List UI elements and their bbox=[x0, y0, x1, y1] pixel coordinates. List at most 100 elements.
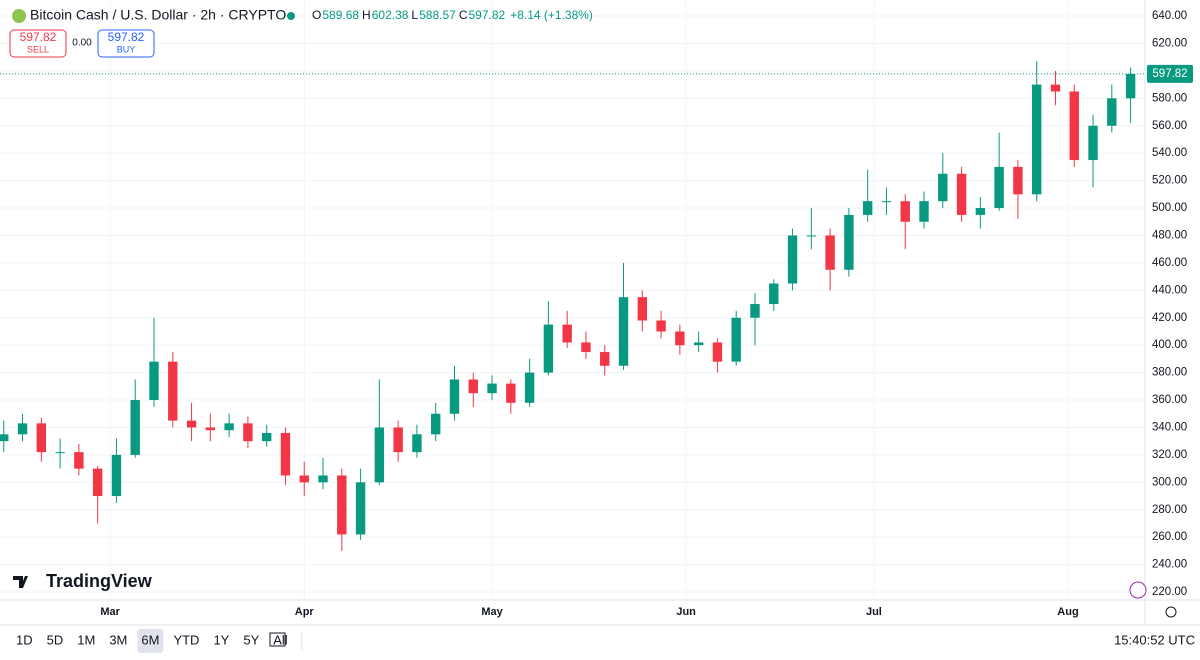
candle-body bbox=[1013, 166, 1023, 195]
candle-body bbox=[506, 383, 516, 403]
candle-body bbox=[975, 208, 986, 215]
candle-body bbox=[994, 166, 1004, 209]
range-button[interactable]: 1D bbox=[16, 632, 33, 647]
status-dot bbox=[287, 12, 295, 20]
candle-body bbox=[956, 173, 967, 215]
y-tick-label: 440.00 bbox=[1152, 284, 1187, 296]
buy-button[interactable] bbox=[97, 29, 155, 58]
last-price-tag bbox=[1147, 64, 1193, 83]
range-button[interactable]: All bbox=[273, 632, 288, 647]
candle-body bbox=[581, 342, 591, 353]
candle-body bbox=[938, 173, 948, 202]
range-button[interactable]: 5Y bbox=[243, 632, 259, 647]
lightning-button[interactable] bbox=[1129, 581, 1147, 599]
y-tick-label: 460.00 bbox=[1152, 257, 1187, 269]
candle-body bbox=[92, 468, 103, 497]
candle-body bbox=[844, 214, 854, 270]
range-button[interactable]: YTD bbox=[173, 632, 199, 647]
sell-label[interactable]: SELL bbox=[27, 44, 49, 54]
y-tick-label: 520.00 bbox=[1152, 175, 1187, 187]
candle-body bbox=[919, 201, 929, 222]
candle-body bbox=[769, 283, 779, 305]
brand: TradingView bbox=[46, 571, 153, 591]
candle-body bbox=[318, 475, 328, 483]
buy-price[interactable]: 597.82 bbox=[108, 30, 145, 44]
candle-body bbox=[374, 427, 385, 483]
candle-body bbox=[1032, 84, 1042, 195]
y-tick-label: 380.00 bbox=[1152, 367, 1187, 379]
candle-body bbox=[1088, 125, 1098, 161]
candle-body bbox=[224, 423, 234, 431]
y-tick-label: 360.00 bbox=[1152, 394, 1187, 406]
candle-body bbox=[637, 297, 647, 321]
ohlc-key: H bbox=[362, 8, 371, 22]
candle-body bbox=[1107, 98, 1117, 126]
ohlc: O 589.68 H 602.38 L 588.57 C 597.82 +8.14 (+1.38… bbox=[312, 8, 593, 22]
x-tick-label: Jul bbox=[866, 606, 882, 618]
y-tick-label: 560.00 bbox=[1152, 120, 1187, 132]
candle-body bbox=[562, 324, 572, 343]
candle-body bbox=[299, 475, 309, 483]
ohlc-key: L bbox=[411, 8, 418, 22]
y-tick-label: 500.00 bbox=[1152, 202, 1187, 214]
ohlc-value: 588.57 bbox=[419, 8, 456, 22]
range-button[interactable]: 6M bbox=[141, 632, 159, 647]
candle-body bbox=[750, 304, 760, 318]
range-button[interactable]: 1M bbox=[77, 632, 95, 647]
candle-body bbox=[280, 432, 291, 476]
y-tick-label: 540.00 bbox=[1152, 147, 1187, 159]
y-tick-label: 480.00 bbox=[1152, 230, 1187, 242]
spread: 0.00 bbox=[72, 38, 92, 49]
sell-price[interactable]: 597.82 bbox=[20, 30, 57, 44]
candle-body bbox=[130, 400, 140, 455]
toolbar: 15:40:52 UTC 1D 5D 1M 3M 6M YTD 1Y 5Y All bbox=[16, 629, 1195, 653]
ohlc-value: 597.82 bbox=[468, 8, 505, 22]
candle-body bbox=[1069, 91, 1079, 161]
candle-body bbox=[524, 372, 535, 403]
candle-body bbox=[693, 342, 704, 346]
grid bbox=[0, 0, 1145, 600]
y-tick-label: 300.00 bbox=[1152, 476, 1187, 488]
candle-body bbox=[74, 452, 84, 469]
range-button[interactable]: 1Y bbox=[213, 632, 229, 647]
candle-body bbox=[0, 434, 9, 442]
candle-body bbox=[168, 361, 178, 421]
y-tick-label: 240.00 bbox=[1152, 559, 1187, 571]
candle-body bbox=[487, 383, 497, 394]
candle-body bbox=[431, 413, 441, 435]
ohlc-key: C bbox=[459, 8, 468, 22]
x-tick-label: Jun bbox=[676, 606, 696, 618]
y-tick-label: 420.00 bbox=[1152, 312, 1187, 324]
candle-body bbox=[412, 434, 422, 453]
candle-body bbox=[618, 297, 629, 366]
buy-label[interactable]: BUY bbox=[117, 44, 136, 54]
date-range-button[interactable] bbox=[269, 632, 286, 647]
candle-body bbox=[149, 361, 159, 401]
y-tick-label: 220.00 bbox=[1152, 586, 1187, 598]
candle-body bbox=[675, 331, 685, 346]
candle-body bbox=[806, 235, 817, 237]
sell-button[interactable] bbox=[9, 29, 67, 58]
x-tick-label: Aug bbox=[1057, 606, 1078, 618]
symbol: Bitcoin Cash / U.S. Dollar · 2h · CRYPTO bbox=[30, 7, 286, 23]
candle-body bbox=[261, 432, 272, 442]
x-tick-label: Mar bbox=[100, 606, 120, 618]
candle-body bbox=[825, 235, 835, 270]
ohlc-key: O bbox=[312, 8, 321, 22]
settings-button[interactable] bbox=[1165, 606, 1177, 618]
candle-body bbox=[468, 379, 478, 394]
y-tick-label: 580.00 bbox=[1152, 92, 1187, 104]
candle-body bbox=[449, 379, 460, 414]
symbol-icon bbox=[12, 9, 26, 23]
x-tick-label: Apr bbox=[295, 606, 315, 618]
range-button[interactable]: 5D bbox=[47, 632, 64, 647]
y-tick-label: 340.00 bbox=[1152, 422, 1187, 434]
candle-body bbox=[393, 427, 403, 453]
x-tick-label: May bbox=[481, 606, 503, 618]
candle-body bbox=[900, 201, 910, 222]
range-button[interactable]: 3M bbox=[109, 632, 127, 647]
candle-body bbox=[543, 324, 554, 373]
y-tick-label: 640.00 bbox=[1152, 10, 1187, 22]
clock: 15:40:52 UTC bbox=[1114, 632, 1195, 647]
